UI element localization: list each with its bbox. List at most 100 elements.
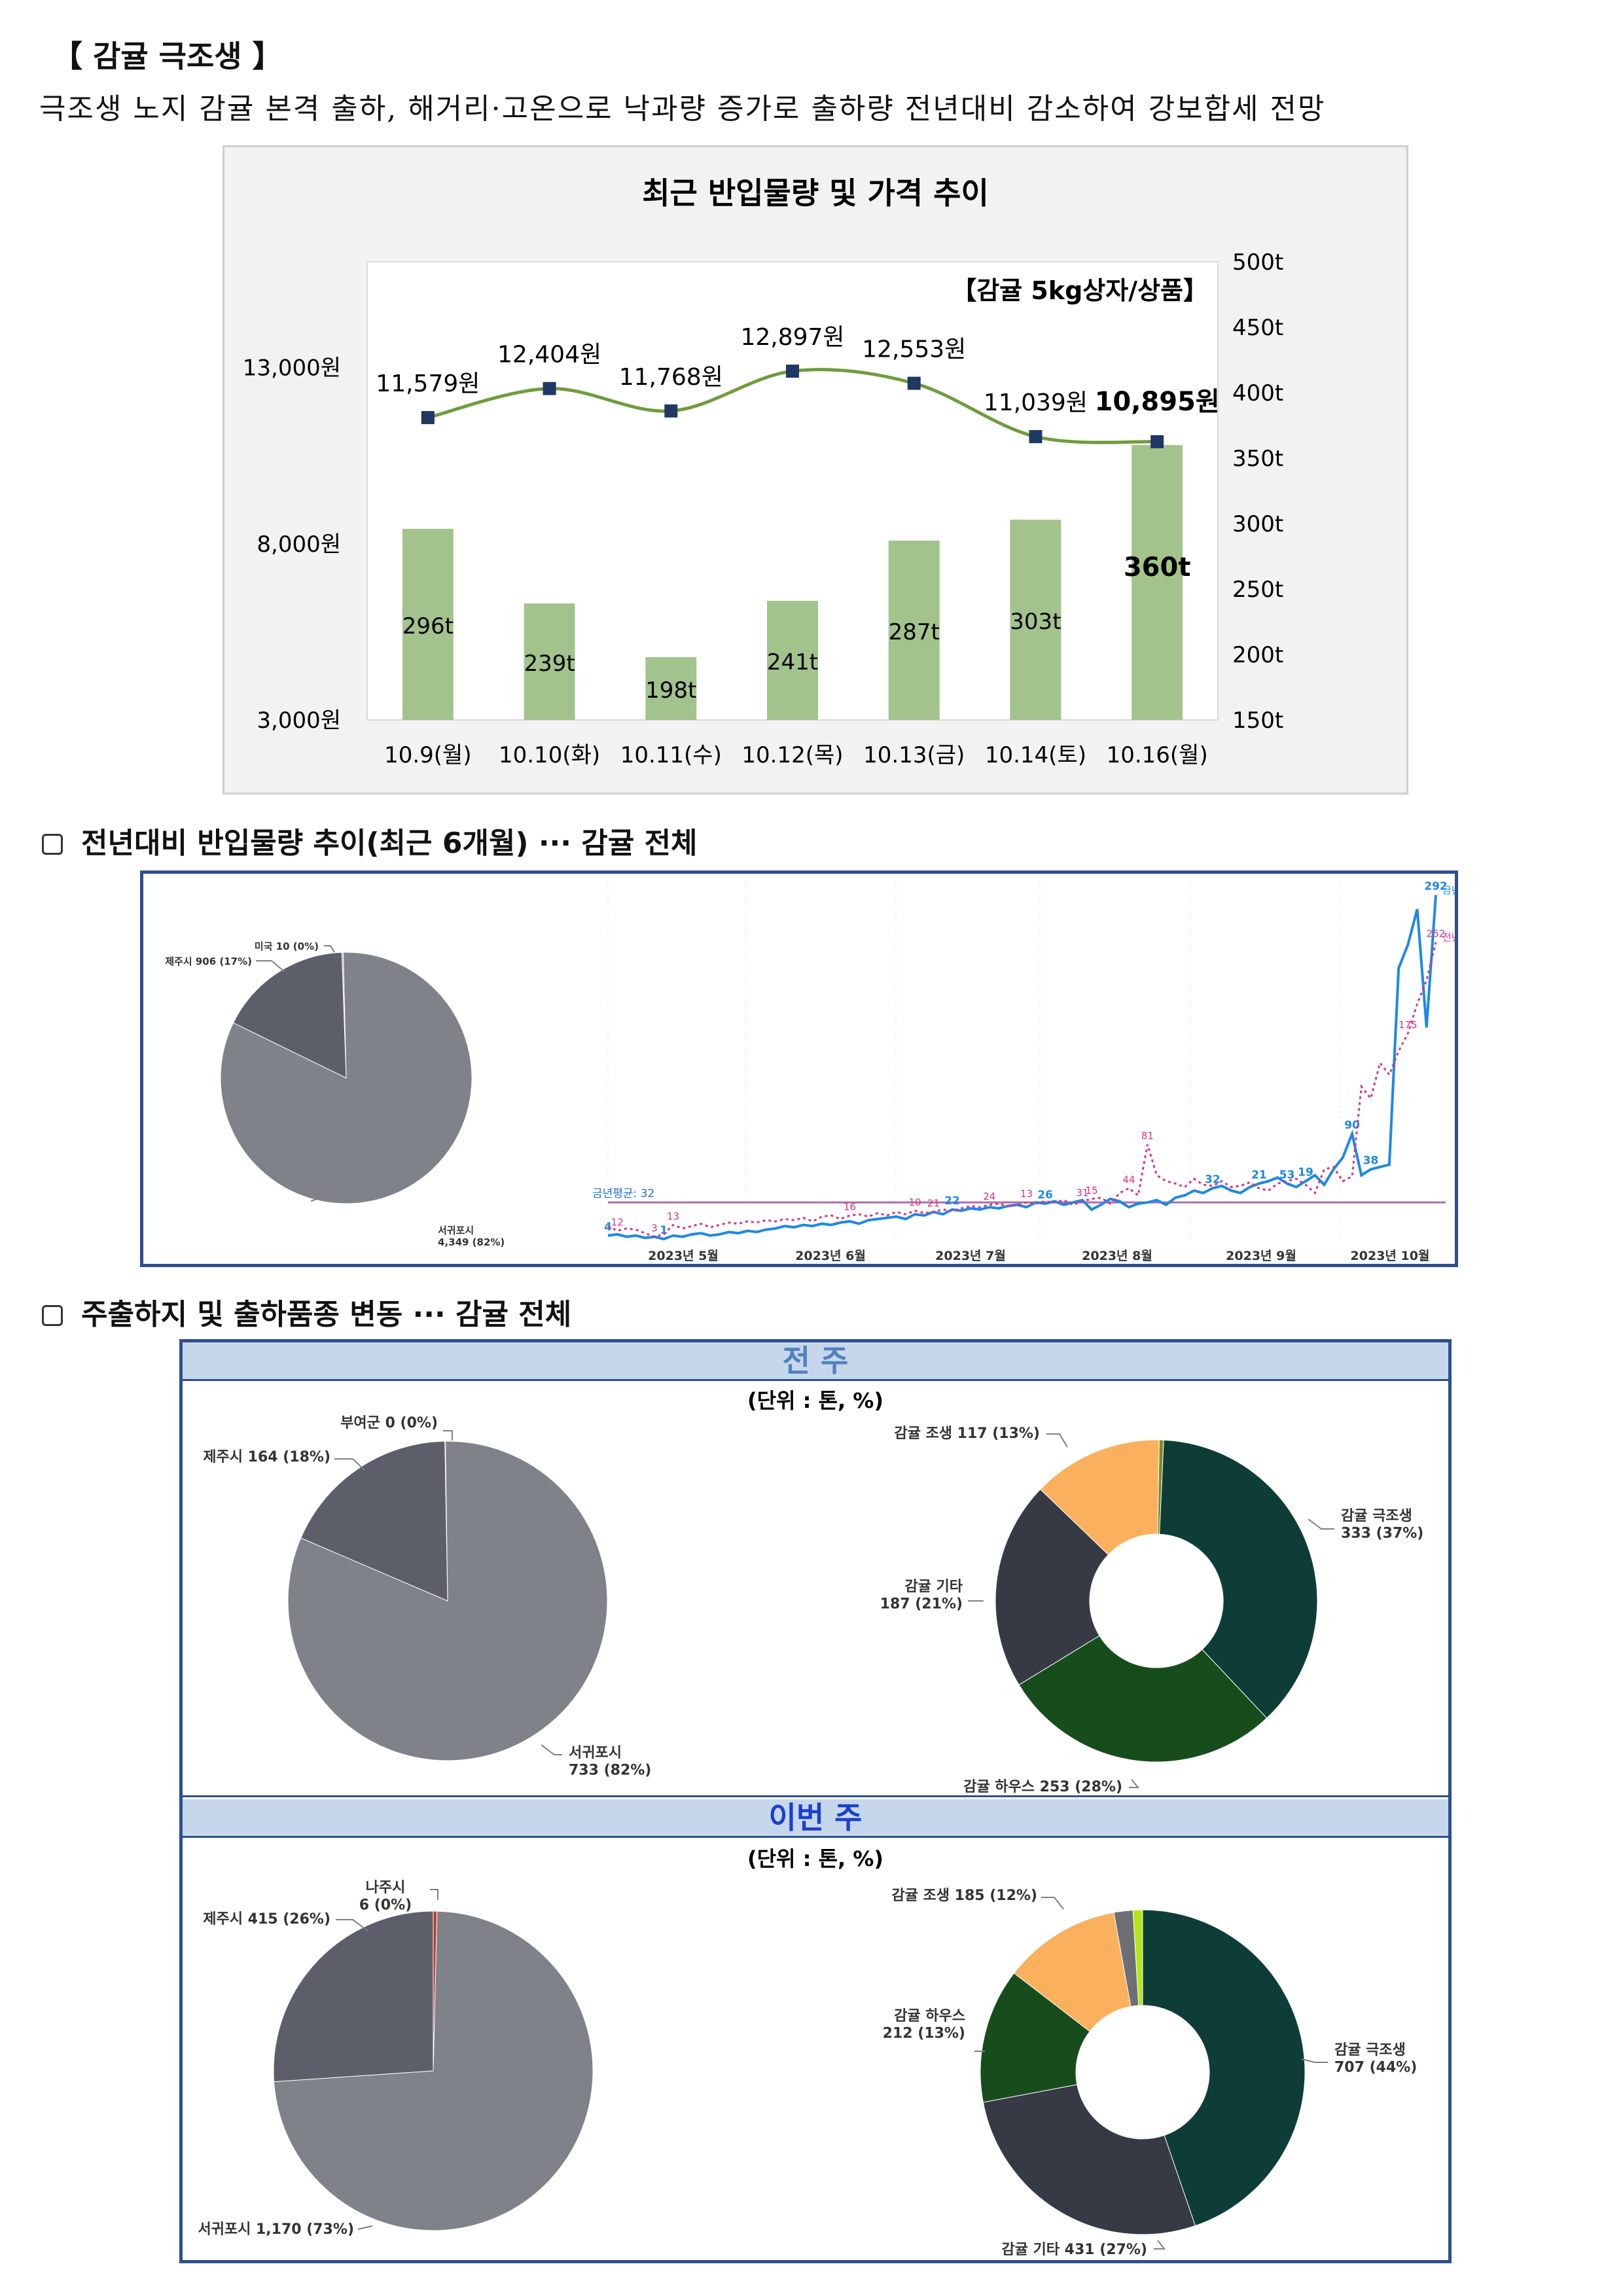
- point-label: 21: [927, 1198, 940, 1210]
- volume-section-label: 전년대비 반입물량 추이(최근 6개월) ··· 감귤 전체: [81, 827, 698, 860]
- right-axis-tick: 250t: [1232, 577, 1283, 603]
- volume-bar: [1132, 445, 1183, 720]
- point-label: 38: [1363, 1155, 1379, 1168]
- leader-line: [357, 2225, 373, 2230]
- point-label: 53: [1279, 1168, 1295, 1181]
- donut-label-line: 감귤 극조생: [1334, 2042, 1406, 2058]
- point-label: 90: [1344, 1119, 1360, 1132]
- volume-label: 287t: [889, 619, 940, 645]
- volume-bar: [524, 603, 575, 720]
- leader-line: [1308, 1518, 1334, 1530]
- price-marker: [1150, 435, 1164, 448]
- right-axis-tick: 150t: [1232, 708, 1283, 734]
- band-divider: [183, 1836, 1448, 1838]
- pie-label: 제주시 415 (26%): [203, 1911, 330, 1928]
- series-name: 금년: [1442, 884, 1455, 896]
- donut-label: 감귤 기타 431 (27%): [1001, 2242, 1147, 2258]
- x-tick-label: 2023년 6월: [795, 1249, 866, 1263]
- donut-label-line: 감귤 하우스: [894, 2008, 965, 2024]
- point-label: 13: [1020, 1188, 1033, 1200]
- volume-bar: [767, 601, 818, 720]
- pie-label: 서귀포시 4,349 (82%): [438, 1225, 505, 1248]
- point-label: 32: [1205, 1174, 1221, 1187]
- donut-label-line: 212 (13%): [883, 2025, 965, 2041]
- point-label: 3: [651, 1223, 658, 1234]
- left-axis-tick: 3,000원: [257, 708, 341, 734]
- point-label: 252: [1427, 928, 1446, 940]
- right-axis-tick: 500t: [1232, 249, 1283, 276]
- donut-label-line: 감귤 기타: [904, 1579, 963, 1595]
- this-week-band: 이번 주: [183, 1799, 1448, 1836]
- leader-line: [541, 1744, 562, 1755]
- last-week-variety-slice: [1018, 1635, 1268, 1763]
- point-label: 175: [1399, 1019, 1418, 1031]
- donut-label: 감귤 극조생 707 (44%): [1334, 2042, 1417, 2075]
- point-label: 44: [1122, 1174, 1135, 1186]
- right-axis-tick: 300t: [1232, 511, 1283, 537]
- checkbox-icon: [42, 1305, 63, 1326]
- last-week-variety-slice: [1039, 1439, 1160, 1555]
- pie-label-line: 6 (0%): [359, 1897, 412, 1913]
- volume-trend-charts: 미국 10 (0%)제주시 906 (17%) 서귀포시 4,349 (82%) 20…: [165, 880, 1460, 1263]
- donut-label-line: 707 (44%): [1334, 2059, 1417, 2075]
- pie-label-line: 서귀포시: [438, 1225, 474, 1236]
- chart-subtitle: 【감귤 5kg상자/상품】: [952, 276, 1208, 305]
- pie-label-line: 제주시 164 (18%): [203, 1449, 330, 1465]
- pie-label-line: 4,349 (82%): [438, 1236, 505, 1248]
- last-week-variety-slice: [995, 1488, 1109, 1685]
- price-marker: [543, 382, 556, 395]
- this-week-variety-slice: [1013, 1912, 1132, 2032]
- price-label: 11,768원: [619, 364, 723, 391]
- price-marker: [1029, 430, 1043, 444]
- band-divider: [183, 1795, 1448, 1797]
- price-marker: [786, 365, 799, 378]
- last-week-band: 전 주: [183, 1342, 1448, 1379]
- price-label: 11,579원: [376, 370, 480, 397]
- checkbox-icon: [42, 834, 63, 855]
- volume-label: 198t: [645, 677, 696, 704]
- point-label: 19: [1298, 1166, 1313, 1179]
- pie-label-line: 733 (82%): [569, 1762, 651, 1778]
- category-label: 10.12(목): [741, 742, 843, 768]
- pie-label-line: 부여군 0 (0%): [340, 1415, 438, 1431]
- volume-bar: [888, 541, 940, 720]
- leader-line: [256, 960, 285, 973]
- pie-label-line: 미국 10 (0%): [255, 941, 319, 952]
- price-volume-panel: 최근 반입물량 및 가격 추이 【감귤 5kg상자/상품】 13,000원 8,0…: [223, 145, 1408, 795]
- leader-line: [1046, 1433, 1068, 1448]
- volume-label: 241t: [767, 649, 818, 675]
- last-week-region-slice: [300, 1441, 448, 1602]
- leader-line: [324, 945, 335, 953]
- leader-line: [334, 1458, 365, 1471]
- pie-label: 서귀포시 1,170 (73%): [198, 2221, 354, 2238]
- current-year-line: [607, 895, 1437, 1241]
- average-label: 금년평균: 32: [592, 1187, 654, 1200]
- point-label: 24: [983, 1191, 995, 1202]
- volume-pie-slice: [232, 952, 347, 1079]
- donut-label-line: 감귤 극조생: [1341, 1508, 1412, 1524]
- price-label: 11,039원: [984, 389, 1088, 416]
- volume-bar: [645, 657, 697, 720]
- chart-title: 최근 반입물량 및 가격 추이: [642, 175, 989, 211]
- leader-line: [443, 1430, 453, 1441]
- leader-line: [430, 1889, 438, 1900]
- point-label: 12: [611, 1217, 624, 1229]
- point-label: 22: [944, 1194, 960, 1208]
- volume-label: 303t: [1010, 609, 1061, 635]
- left-axis-tick: 8,000원: [257, 531, 341, 558]
- pie-label: 제주시 906 (17%): [165, 956, 252, 967]
- pie-label-line: 제주시 906 (17%): [165, 956, 252, 967]
- point-label: 26: [1037, 1189, 1053, 1202]
- category-label: 10.10(화): [499, 742, 600, 768]
- price-marker: [421, 411, 435, 425]
- category-label: 10.16(월): [1107, 742, 1208, 768]
- leader-line: [1154, 2240, 1166, 2250]
- point-label: 81: [1141, 1130, 1154, 1142]
- donut-label-line: 감귤 기타 431 (27%): [1001, 2242, 1147, 2258]
- pie-label-line: 나주시: [366, 1880, 406, 1896]
- x-tick-label: 2023년 5월: [648, 1249, 719, 1263]
- donut-label: 감귤 극조생 333 (37%): [1341, 1508, 1423, 1541]
- pie-label-line: 서귀포시: [569, 1745, 622, 1761]
- price-marker: [907, 376, 921, 390]
- leader-line: [336, 1919, 369, 1932]
